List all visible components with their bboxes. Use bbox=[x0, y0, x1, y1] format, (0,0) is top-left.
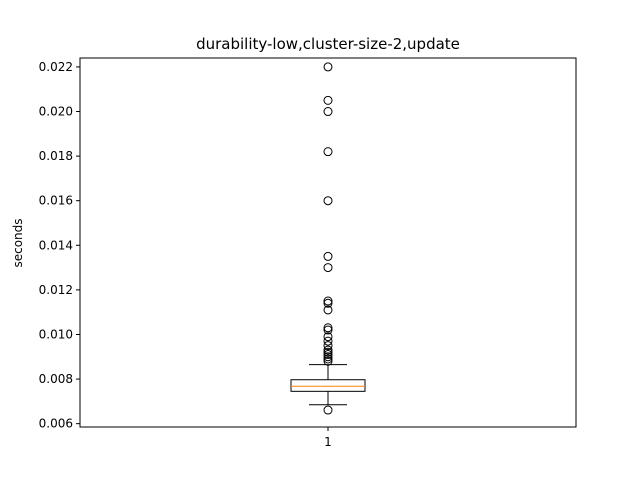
outlier-point bbox=[323, 405, 333, 415]
x-tick-label: 1 bbox=[324, 435, 332, 449]
outlier-point bbox=[323, 325, 333, 335]
outlier-point bbox=[323, 62, 333, 72]
outlier-point bbox=[323, 298, 333, 308]
outlier-point bbox=[323, 296, 333, 306]
outlier-point bbox=[323, 332, 333, 342]
outlier-point bbox=[323, 352, 333, 362]
iqr-box bbox=[290, 379, 366, 392]
chart-title: durability-low,cluster-size-2,update bbox=[196, 35, 460, 53]
y-tick-label: 0.006 bbox=[39, 417, 73, 431]
outlier-point bbox=[323, 323, 333, 333]
outlier-point bbox=[323, 147, 333, 157]
y-tick-label: 0.010 bbox=[39, 327, 73, 341]
y-tick-label: 0.016 bbox=[39, 194, 73, 208]
y-tick-label: 0.012 bbox=[39, 283, 73, 297]
outlier-point bbox=[323, 341, 333, 351]
outlier-point bbox=[323, 356, 333, 366]
y-tick-label: 0.014 bbox=[39, 238, 73, 252]
y-axis-label: seconds bbox=[11, 218, 25, 267]
outlier-point bbox=[323, 347, 333, 357]
outlier-point bbox=[323, 107, 333, 117]
outlier-point bbox=[323, 251, 333, 261]
y-tick-label: 0.018 bbox=[39, 149, 73, 163]
outlier-point bbox=[323, 336, 333, 346]
y-tick-label: 0.022 bbox=[39, 60, 73, 74]
outlier-point bbox=[323, 345, 333, 355]
outlier-point bbox=[323, 263, 333, 273]
plot-area: 0.006 0.008 0.010 0.012 0.014 0.016 0.018 0.020… bbox=[39, 57, 577, 449]
outlier-point bbox=[323, 95, 333, 105]
y-tick-label: 0.008 bbox=[39, 372, 73, 386]
outlier-point bbox=[323, 354, 333, 364]
outlier-point bbox=[323, 350, 333, 360]
outlier-point bbox=[323, 305, 333, 315]
y-tick-label: 0.020 bbox=[39, 105, 73, 119]
outlier-point bbox=[323, 196, 333, 206]
